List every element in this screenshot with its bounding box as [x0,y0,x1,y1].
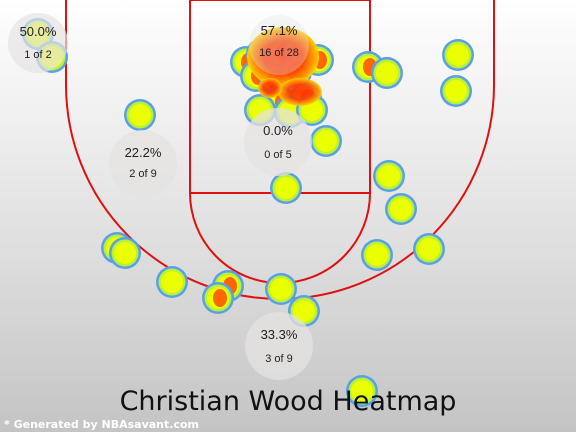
zone-count: 3 of 9 [265,353,293,365]
hot-spot [258,78,282,98]
zone-paint: 0.0% 0 of 5 [244,108,312,176]
zone-restricted-area: 57.1% 16 of 28 [249,15,309,75]
zone-count: 2 of 9 [129,168,157,180]
zone-count: 1 of 2 [24,49,52,61]
chart-title: Christian Wood Heatmap [120,386,457,417]
hot-layer [247,27,322,106]
shot-marker [371,57,403,89]
zone-pct: 0.0% [263,123,293,138]
zone-top-of-key-three: 33.3% 3 of 9 [245,312,313,380]
shot-marker [202,282,234,314]
zone-pct: 57.1% [261,23,298,38]
zone-pct: 33.3% [261,327,298,342]
zone-count: 16 of 28 [259,47,299,59]
hot-spot [278,78,322,106]
zone-pct: 50.0% [20,24,57,39]
zone-pct: 22.2% [125,145,162,160]
zone-left-midrange: 22.2% 2 of 9 [109,130,177,198]
shot-marker [109,237,141,269]
zone-count: 0 of 5 [264,149,292,161]
shot-marker [361,239,393,271]
shot-marker [270,172,302,204]
shot-marker [156,266,188,298]
shot-marker [265,273,297,305]
hot-spot [247,27,319,87]
shot-marker [413,233,445,265]
zone-left-corner-three: 50.0% 1 of 2 [8,13,68,73]
footer-credit: * Generated by NBAsavant.com [4,418,199,431]
zones-layer: 50.0% 1 of 2 57.1% 16 of 28 22.2% 2 of 9… [8,13,313,380]
shot-marker [124,99,156,131]
shot-marker [440,75,472,107]
shot-marker [442,39,474,71]
shot-marker [385,193,417,225]
shot-marker [310,125,342,157]
shot-marker [346,375,378,407]
shot-marker [373,160,405,192]
